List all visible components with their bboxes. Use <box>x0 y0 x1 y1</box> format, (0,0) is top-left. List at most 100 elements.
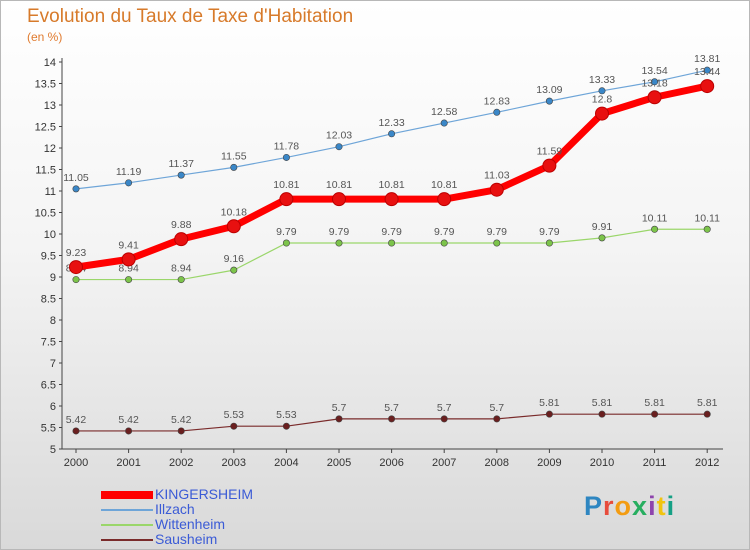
series-line-illzach <box>75 69 708 190</box>
data-label-illzach: 12.03 <box>326 130 352 142</box>
data-point-sausheim <box>598 410 606 418</box>
x-tick-label: 2008 <box>485 457 509 469</box>
y-tick-label: 14 <box>44 57 56 69</box>
data-label-sausheim: 5.7 <box>332 402 347 414</box>
data-label-illzach: 11.37 <box>168 158 194 170</box>
data-label-illzach: 13.33 <box>589 74 615 86</box>
data-label-kingersheim: 9.41 <box>118 239 139 251</box>
y-tick-label: 11 <box>45 186 56 198</box>
y-tick-label: 11.5 <box>35 165 56 177</box>
x-tick-label: 2011 <box>643 457 667 469</box>
data-label-wittenheim: 8.94 <box>171 263 192 275</box>
data-point-sausheim <box>282 422 290 430</box>
data-point-wittenheim <box>282 239 290 247</box>
data-label-kingersheim: 12.8 <box>592 94 613 106</box>
data-point-illzach <box>335 143 343 151</box>
data-label-wittenheim: 9.79 <box>434 226 455 238</box>
data-label-sausheim: 5.7 <box>384 402 399 414</box>
data-point-kingersheim <box>489 182 504 197</box>
data-point-wittenheim <box>493 239 501 247</box>
x-tick-label: 2004 <box>274 457 298 469</box>
data-label-sausheim: 5.53 <box>276 409 297 421</box>
logo-letter: P <box>584 491 604 521</box>
logo-letter: t <box>656 491 667 521</box>
data-point-illzach <box>282 153 290 161</box>
x-tick-label: 2006 <box>379 457 403 469</box>
data-point-kingersheim <box>595 106 609 121</box>
data-label-kingersheim: 11.59 <box>537 146 563 158</box>
data-point-kingersheim <box>69 260 83 275</box>
data-point-illzach <box>72 185 80 193</box>
data-point-wittenheim <box>335 239 343 247</box>
y-tick-label: 9.5 <box>41 251 56 263</box>
data-point-wittenheim <box>230 266 238 274</box>
data-point-kingersheim <box>384 192 399 207</box>
data-point-wittenheim <box>703 225 711 233</box>
legend-swatch-kingersheim <box>101 491 153 499</box>
y-tick-label: 5.5 <box>41 423 56 435</box>
x-tick-label: 2005 <box>327 457 351 469</box>
data-label-kingersheim: 10.81 <box>378 179 404 191</box>
data-point-illzach <box>651 78 659 86</box>
legend-label-illzach: Illzach <box>155 501 195 517</box>
data-point-illzach <box>545 97 553 105</box>
data-point-wittenheim <box>177 276 185 284</box>
data-label-wittenheim: 9.79 <box>329 226 350 238</box>
y-tick-label: 12 <box>44 143 56 155</box>
legend-swatch-wittenheim <box>101 524 153 526</box>
data-point-wittenheim <box>545 239 553 247</box>
data-label-illzach: 11.78 <box>274 140 300 152</box>
data-label-kingersheim: 10.18 <box>221 206 247 218</box>
x-tick-label: 2009 <box>537 457 561 469</box>
data-point-wittenheim <box>598 234 606 242</box>
data-point-wittenheim <box>72 276 80 284</box>
y-tick-label: 8 <box>50 315 56 327</box>
x-tick-label: 2003 <box>222 457 246 469</box>
data-label-wittenheim: 9.16 <box>224 253 245 265</box>
data-point-kingersheim <box>437 192 452 207</box>
chart-title: Evolution du Taux de Taxe d'Habitation <box>27 6 354 27</box>
proxiti-logo: Proxiti <box>584 491 675 522</box>
data-label-wittenheim: 9.91 <box>592 221 613 233</box>
y-tick-label: 6 <box>50 401 56 413</box>
data-point-sausheim <box>440 415 448 423</box>
data-label-wittenheim: 8.94 <box>118 263 139 275</box>
data-label-kingersheim: 11.03 <box>484 170 510 182</box>
data-point-wittenheim <box>388 239 396 247</box>
logo-letter: x <box>632 491 649 521</box>
data-point-wittenheim <box>125 276 133 284</box>
y-tick-label: 7 <box>50 358 56 370</box>
data-label-wittenheim: 10.11 <box>642 212 668 224</box>
data-point-kingersheim <box>279 192 294 207</box>
y-tick-label: 6.5 <box>41 380 56 392</box>
data-point-illzach <box>125 179 133 187</box>
data-point-sausheim <box>125 427 133 435</box>
data-point-illzach <box>177 171 185 179</box>
y-tick-label: 13.5 <box>35 79 56 91</box>
x-tick-label: 2010 <box>590 457 614 469</box>
data-label-kingersheim: 10.81 <box>431 179 457 191</box>
data-label-sausheim: 5.7 <box>489 402 504 414</box>
legend-label-wittenheim: Wittenheim <box>155 516 226 532</box>
data-point-sausheim <box>335 415 343 423</box>
data-label-kingersheim: 9.88 <box>171 219 192 231</box>
logo-letter: r <box>603 491 615 521</box>
data-label-illzach: 13.54 <box>641 65 667 77</box>
data-label-sausheim: 5.81 <box>592 397 613 409</box>
x-tick-label: 2012 <box>695 457 719 469</box>
data-point-sausheim <box>703 410 711 418</box>
data-point-kingersheim <box>542 158 557 173</box>
data-label-illzach: 11.05 <box>63 172 89 184</box>
data-label-sausheim: 5.42 <box>118 414 139 426</box>
data-label-illzach: 11.19 <box>116 166 142 178</box>
x-tick-label: 2001 <box>116 457 140 469</box>
data-label-wittenheim: 9.79 <box>487 226 508 238</box>
data-point-illzach <box>703 66 711 74</box>
y-tick-label: 8.5 <box>41 294 56 306</box>
data-label-illzach: 12.33 <box>378 117 404 129</box>
data-point-illzach <box>493 108 501 116</box>
data-label-sausheim: 5.53 <box>224 409 245 421</box>
data-label-wittenheim: 9.79 <box>381 226 402 238</box>
